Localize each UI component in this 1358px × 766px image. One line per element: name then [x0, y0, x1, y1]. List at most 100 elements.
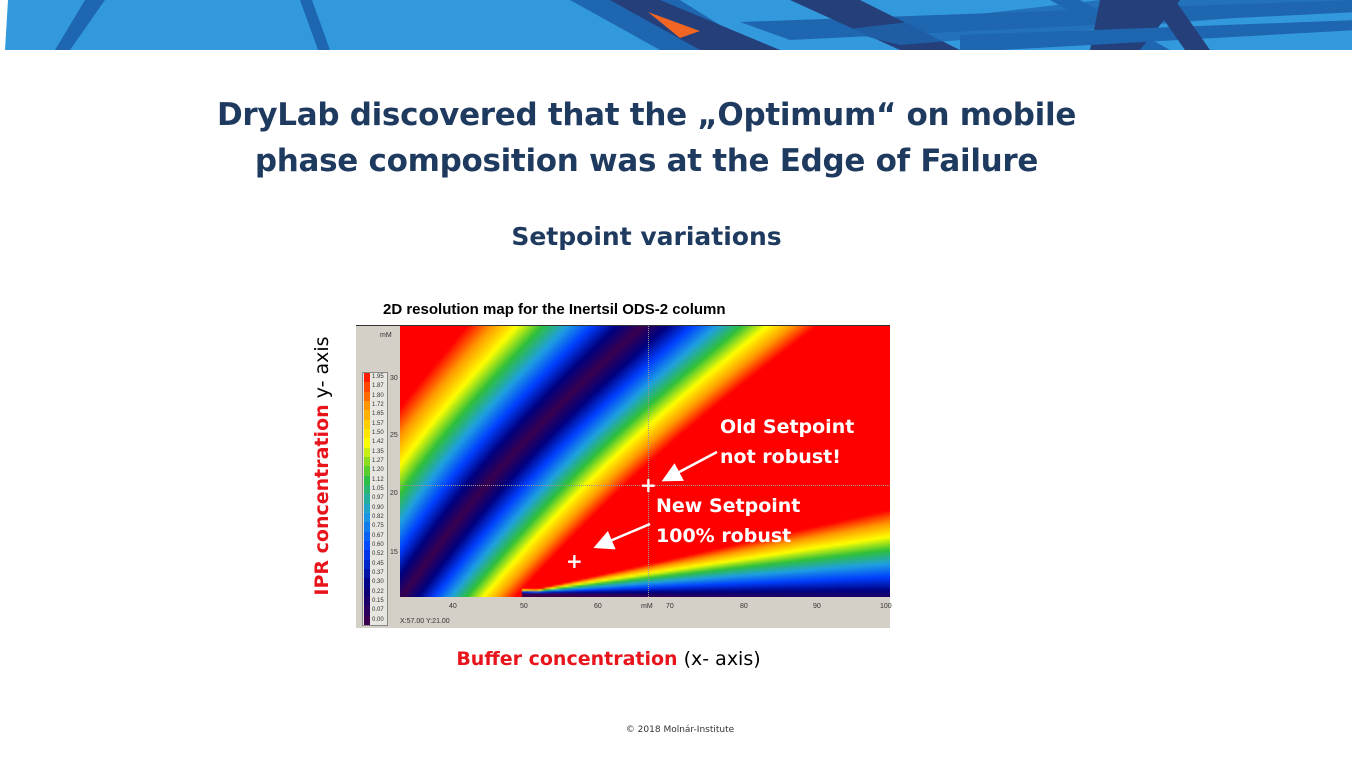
legend-value: 1.20	[372, 467, 384, 474]
color-legend: 1.95 1.87 1.80 1.72 1.65 1.57 1.50 1.42 1.35 1.27…	[362, 372, 388, 626]
legend-swatch	[364, 484, 370, 495]
legend-swatch	[364, 540, 370, 551]
legend-entry: 0.90	[364, 503, 386, 513]
x-tick: 60	[594, 603, 602, 610]
legend-entry: 0.45	[364, 559, 386, 569]
legend-value: 1.05	[372, 485, 384, 492]
legend-value: 0.75	[372, 523, 384, 530]
legend-entry: 0.75	[364, 522, 386, 532]
legend-value: 1.87	[372, 383, 384, 390]
legend-value: 0.45	[372, 560, 384, 567]
legend-swatch	[364, 522, 370, 532]
figure-top-border	[356, 325, 890, 326]
copyright-footer: © 2018 Molnár-Institute	[625, 725, 735, 735]
legend-swatch	[364, 447, 370, 457]
legend-entry: 0.00	[364, 615, 386, 625]
legend-entry: 1.42	[364, 438, 386, 448]
legend-entry: 1.05	[364, 484, 386, 495]
old-setpoint-marker: +	[640, 473, 657, 497]
legend-swatch	[364, 615, 370, 625]
legend-entry: 1.50	[364, 428, 386, 439]
x-axis-label-rest: (x- axis)	[677, 648, 761, 670]
slide-subtitle: Setpoint variations	[511, 222, 782, 251]
x-tick: 80	[740, 603, 748, 610]
legend-value: 1.27	[372, 457, 384, 464]
legend-entry: 1.35	[364, 447, 386, 457]
legend-swatch	[364, 587, 370, 597]
legend-swatch	[364, 400, 370, 411]
y-axis-label-rest: y- axis	[311, 336, 333, 405]
legend-swatch	[364, 550, 370, 560]
figure-title: 2D resolution map for the Inertsil ODS-2…	[383, 301, 726, 318]
legend-swatch	[364, 419, 370, 429]
legend-swatch	[364, 596, 370, 607]
legend-value: 0.07	[372, 607, 384, 614]
legend-swatch	[364, 531, 370, 541]
y-tick: 25	[390, 432, 398, 439]
legend-swatch	[364, 494, 370, 504]
legend-value: 1.72	[372, 401, 384, 408]
legend-value: 0.52	[372, 551, 384, 558]
legend-swatch	[364, 512, 370, 523]
legend-swatch	[364, 456, 370, 467]
crosshair-vertical	[648, 326, 649, 597]
legend-value: 0.90	[372, 504, 384, 511]
legend-value: 1.42	[372, 439, 384, 446]
legend-entry: 1.95	[364, 373, 386, 383]
old-setpoint-label: Old Setpoint	[720, 416, 855, 438]
legend-swatch	[364, 428, 370, 439]
legend-value: 1.35	[372, 448, 384, 455]
x-tick: 90	[813, 603, 821, 610]
new-setpoint-note: 100% robust	[656, 525, 792, 547]
legend-swatch	[364, 606, 370, 616]
slide-title-line-2: phase composition was at the Edge of Fai…	[254, 143, 1039, 179]
legend-value: 0.60	[372, 541, 384, 548]
legend-value: 1.57	[372, 420, 384, 427]
legend-value: 0.67	[372, 532, 384, 539]
legend-entry: 0.15	[364, 596, 386, 607]
coordinate-readout: X:57.00 Y:21.00	[400, 618, 450, 625]
legend-swatch	[364, 475, 370, 485]
legend-swatch	[364, 578, 370, 588]
x-tick: 70	[666, 603, 674, 610]
legend-entry: 1.72	[364, 400, 386, 411]
x-axis-label-highlight: Buffer concentration	[456, 648, 678, 670]
legend-value: 0.37	[372, 569, 384, 576]
legend-entry: 0.37	[364, 568, 386, 579]
legend-value: 1.95	[372, 374, 384, 380]
new-setpoint-marker: +	[566, 549, 583, 573]
legend-swatch	[364, 438, 370, 448]
legend-entry: 0.97	[364, 494, 386, 504]
legend-entry: 1.57	[364, 419, 386, 429]
legend-value: 0.97	[372, 495, 384, 502]
legend-value: 0.30	[372, 579, 384, 586]
slide-title-line-1: DryLab discovered that the „Optimum“ on …	[216, 97, 1077, 133]
legend-entry: 1.80	[364, 391, 386, 401]
legend-entry: 1.65	[364, 410, 386, 420]
legend-swatch	[364, 391, 370, 401]
legend-entry: 0.22	[364, 587, 386, 597]
y-axis-label: IPR concentration y- axis	[311, 336, 333, 595]
legend-entry: 1.12	[364, 475, 386, 485]
old-setpoint-note: not robust!	[720, 446, 841, 468]
x-tick: 40	[449, 603, 457, 610]
legend-entry: 0.60	[364, 540, 386, 551]
x-unit-label: mM	[641, 603, 653, 610]
legend-swatch	[364, 382, 370, 392]
legend-swatch	[364, 568, 370, 579]
legend-swatch	[364, 466, 370, 476]
new-setpoint-label: New Setpoint	[656, 495, 801, 517]
legend-entry: 0.82	[364, 512, 386, 523]
y-tick: 30	[390, 375, 398, 382]
legend-value: 0.22	[372, 588, 384, 595]
legend-swatch	[364, 503, 370, 513]
resolution-heatmap	[400, 326, 890, 597]
legend-entry: 0.67	[364, 531, 386, 541]
x-axis-label: Buffer concentration (x- axis)	[0, 648, 1217, 670]
legend-entry: 1.27	[364, 456, 386, 467]
legend-swatch	[364, 373, 370, 383]
legend-value: 0.00	[372, 616, 384, 623]
x-tick: 100	[880, 603, 892, 610]
legend-swatch	[364, 559, 370, 569]
x-tick: 50	[520, 603, 528, 610]
